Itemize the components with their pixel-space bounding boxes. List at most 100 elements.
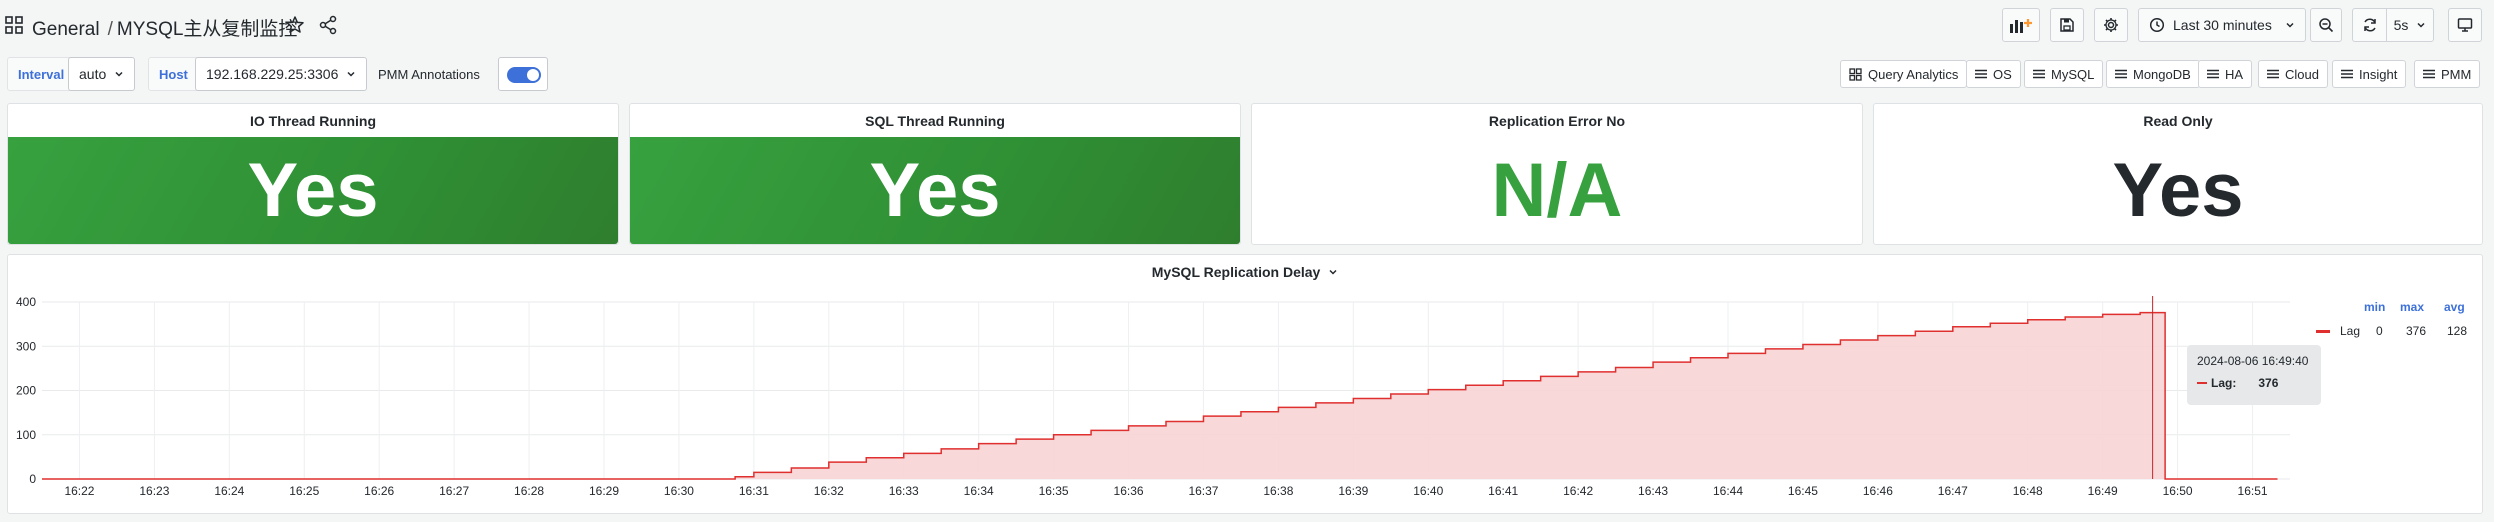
link-os[interactable]: OS [1966, 60, 2021, 88]
host-select[interactable]: 192.168.229.25:3306 [195, 57, 368, 91]
save-dashboard-button[interactable] [2050, 8, 2084, 42]
chart-panel-title[interactable]: MySQL Replication Delay [8, 264, 2482, 280]
bars-icon [2207, 69, 2219, 79]
link-label: MySQL [2051, 66, 2095, 82]
refresh-interval-picker[interactable]: 5s [2386, 8, 2434, 42]
pmm-annotations-toggle[interactable] [507, 67, 541, 83]
link-cloud[interactable]: Cloud [2258, 60, 2328, 88]
legend-avg-value: 128 [2447, 324, 2468, 338]
stat-value: N/A [1491, 148, 1623, 233]
x-tick-label: 16:36 [1114, 484, 1144, 498]
bars-icon [2115, 69, 2127, 79]
lag-area-fill [42, 312, 2278, 479]
x-tick-label: 16:31 [739, 484, 769, 498]
link-query-analytics[interactable]: Query Analytics [1840, 60, 1968, 88]
x-tick-label: 16:39 [1338, 484, 1368, 498]
x-tick-label: 16:26 [364, 484, 394, 498]
dashboard-title[interactable]: MYSQL主从复制监控 [116, 19, 298, 40]
time-range-picker[interactable]: Last 30 minutes [2138, 8, 2306, 42]
stat-panel-io-thread[interactable]: IO Thread Running Yes [7, 103, 619, 245]
top-navbar: General / MYSQL主从复制监控 [0, 0, 2494, 52]
x-tick-label: 16:30 [664, 484, 694, 498]
pmm-annotations-toggle-wrapper [498, 57, 548, 91]
x-tick-label: 16:38 [1263, 484, 1293, 498]
legend-header-min[interactable]: min [2364, 300, 2386, 314]
host-variable-label: Host [148, 57, 199, 91]
refresh-interval-label: 5s [2393, 17, 2409, 33]
breadcrumb-folder[interactable]: General [32, 19, 100, 40]
y-tick-label: 400 [16, 295, 36, 309]
share-icon[interactable] [318, 15, 338, 35]
link-label: Query Analytics [1868, 66, 1959, 82]
tooltip-row: Lag: 376 [2197, 376, 2311, 390]
chevron-down-icon [1329, 269, 1337, 275]
stat-panel-sql-thread[interactable]: SQL Thread Running Yes [629, 103, 1241, 245]
x-tick-label: 16:24 [214, 484, 244, 498]
x-tick-label: 16:49 [2088, 484, 2118, 498]
tv-mode-button[interactable] [2448, 8, 2482, 42]
x-tick-label: 16:43 [1638, 484, 1668, 498]
tooltip-value: 376 [2258, 376, 2279, 390]
link-label: Cloud [2285, 66, 2319, 82]
zoom-out-button[interactable] [2310, 8, 2342, 42]
interval-select[interactable]: auto [68, 57, 136, 91]
x-tick-label: 16:29 [589, 484, 619, 498]
x-tick-label: 16:32 [814, 484, 844, 498]
y-tick-label: 100 [16, 428, 36, 442]
x-tick-label: 16:37 [1188, 484, 1218, 498]
refresh-button[interactable] [2352, 8, 2386, 42]
chevron-down-icon [2417, 22, 2425, 28]
chart-tooltip: 2024-08-06 16:49:40 Lag: 376 [2187, 345, 2321, 405]
legend-series-name: Lag [2340, 324, 2361, 338]
y-tick-label: 200 [16, 384, 36, 398]
x-tick-label: 16:47 [1938, 484, 1968, 498]
legend-max-value: 376 [2406, 324, 2427, 338]
tooltip-time: 2024-08-06 16:49:40 [2197, 354, 2309, 368]
lag-series-line [42, 311, 2278, 480]
link-label: PMM [2441, 66, 2472, 82]
add-panel-button[interactable] [2002, 8, 2040, 42]
x-tick-label: 16:33 [889, 484, 919, 498]
legend-row-lag[interactable]: Lag 0 376 128 [2316, 324, 2486, 342]
y-tick-label: 0 [29, 472, 36, 486]
legend-swatch [2316, 330, 2330, 333]
link-ha[interactable]: HA [2198, 60, 2253, 88]
panel-title: SQL Thread Running [865, 113, 1005, 129]
interval-variable-label: Interval [7, 57, 76, 91]
x-tick-label: 16:42 [1563, 484, 1593, 498]
x-tick-label: 16:45 [1788, 484, 1818, 498]
legend-header-avg[interactable]: avg [2444, 300, 2465, 314]
panel-title: Replication Error No [1488, 113, 1626, 129]
x-tick-label: 16:25 [289, 484, 319, 498]
gear-icon [2104, 18, 2118, 32]
breadcrumb: General / MYSQL主从复制监控 [32, 14, 297, 41]
link-mysql[interactable]: MySQL [2024, 60, 2104, 88]
clock-icon [2149, 17, 2165, 33]
x-tick-label: 16:27 [439, 484, 469, 498]
x-tick-label: 16:22 [64, 484, 94, 498]
stat-panel-read-only[interactable]: Read Only Yes [1873, 103, 2483, 245]
x-tick-label: 16:23 [139, 484, 169, 498]
add-panel-icon [2010, 19, 2032, 33]
link-insight[interactable]: Insight [2332, 60, 2407, 88]
link-pmm[interactable]: PMM [2414, 60, 2481, 88]
monitor-icon [2457, 18, 2473, 32]
bars-icon [2033, 69, 2045, 79]
stat-panel-replication-error[interactable]: Replication Error No N/A [1251, 103, 1863, 245]
tooltip-swatch [2197, 382, 2207, 384]
star-icon[interactable] [285, 15, 305, 35]
bars-icon [1975, 69, 1987, 79]
dashboards-grid-icon[interactable] [5, 16, 23, 34]
dashboard-settings-button[interactable] [2094, 8, 2128, 42]
pmm-annotations-label: PMM Annotations [378, 66, 480, 82]
tooltip-series-name: Lag: [2211, 376, 2237, 390]
stat-value: Yes [630, 137, 1240, 244]
bars-icon [2423, 69, 2435, 79]
legend-header-max[interactable]: max [2400, 300, 2425, 314]
refresh-icon [2363, 18, 2376, 32]
variables-bar: Interval auto Host 192.168.229.25:3306 P… [0, 57, 2494, 93]
chart-legend: min max avg Lag 0 376 128 [2316, 300, 2486, 342]
x-tick-label: 16:28 [514, 484, 544, 498]
stat-value: Yes [2112, 148, 2244, 233]
